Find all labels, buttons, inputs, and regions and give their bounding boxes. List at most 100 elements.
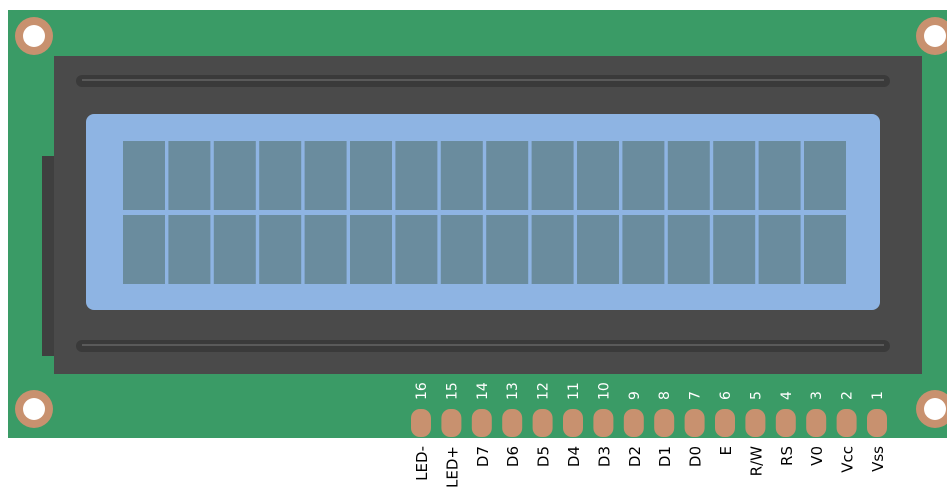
pin-number: 6 <box>718 391 734 400</box>
mounting-hole-top-left <box>15 17 53 55</box>
pin-number: 7 <box>688 391 704 400</box>
pin-label: E <box>717 446 735 455</box>
pin-number: 12 <box>536 382 552 400</box>
pin: 15 LED+ <box>441 382 462 488</box>
pin-label: RS <box>778 446 796 466</box>
pin-pad <box>411 409 431 437</box>
character-cell <box>213 141 256 210</box>
character-cell <box>168 141 211 210</box>
pin-label: D5 <box>535 446 553 467</box>
pin: 2 Vcc <box>836 391 857 473</box>
character-cell <box>259 141 302 210</box>
pin-pad <box>806 409 827 437</box>
character-cell <box>486 215 529 284</box>
pin-number: 13 <box>505 382 521 400</box>
pin: 7 D0 <box>684 391 705 467</box>
pin-pad <box>563 409 583 437</box>
pin: 10 D3 <box>593 382 614 467</box>
character-cell <box>440 141 483 210</box>
pin-number: 2 <box>840 391 856 400</box>
character-cell <box>486 141 529 210</box>
mounting-hole-top-right <box>916 17 947 55</box>
character-cell <box>667 215 710 284</box>
pin-label: D6 <box>504 446 522 467</box>
pin-pad <box>441 409 462 437</box>
pin-number: 9 <box>627 391 643 400</box>
pin: 8 D1 <box>654 391 675 467</box>
pin: 9 D2 <box>623 391 644 467</box>
pin-label: LED+ <box>443 446 461 488</box>
mounting-hole-bottom-right <box>916 390 947 428</box>
pin-label: D0 <box>687 446 705 467</box>
character-cell <box>350 141 392 210</box>
character-cell <box>168 215 211 284</box>
pin-pad <box>593 409 614 437</box>
character-cell <box>713 141 756 210</box>
pin: 6E <box>715 391 735 455</box>
character-cells <box>123 141 846 284</box>
character-cell <box>123 141 165 210</box>
pin-label: D4 <box>565 446 583 467</box>
character-cell <box>758 141 801 210</box>
pin-label: D2 <box>626 446 644 467</box>
character-cell <box>622 141 665 210</box>
pin-number: 4 <box>779 391 795 400</box>
character-cell <box>259 215 302 284</box>
character-cell <box>667 141 710 210</box>
pin: 13 D6 <box>502 382 523 467</box>
character-cell <box>213 215 256 284</box>
pin-pad <box>502 409 523 437</box>
pin: 14 D7 <box>471 382 492 467</box>
character-cell <box>758 215 801 284</box>
pin: 5 R/W <box>745 391 766 476</box>
pin-pad <box>836 409 857 437</box>
pin: 11 D4 <box>563 382 583 467</box>
character-cell <box>350 215 392 284</box>
pin: 4 RS <box>775 391 796 466</box>
character-cell <box>123 215 165 284</box>
pin-number: 10 <box>596 382 612 400</box>
pin-label: D3 <box>595 446 613 467</box>
pin: 16 LED- <box>411 382 431 481</box>
pin: 3 V0 <box>806 391 827 466</box>
pin-number: 8 <box>657 391 673 400</box>
character-cell <box>804 141 846 210</box>
character-cell <box>713 215 756 284</box>
character-cell <box>395 141 438 210</box>
character-cell <box>622 215 665 284</box>
pin-number: 1 <box>870 391 886 400</box>
pin-number: 11 <box>566 382 582 400</box>
pin-pad <box>471 409 492 437</box>
character-cell <box>440 215 483 284</box>
pin: 1 Vss <box>867 391 887 472</box>
pin-pad <box>623 409 644 437</box>
pin-number: 15 <box>444 382 460 400</box>
pin-label: D7 <box>474 446 492 467</box>
pin-pad <box>745 409 766 437</box>
pin: 12 D5 <box>532 382 553 467</box>
pin-label: LED- <box>413 446 431 481</box>
pin-label: Vss <box>869 446 887 472</box>
character-cell <box>395 215 438 284</box>
mounting-hole-bottom-left <box>15 390 53 428</box>
pin-label: D1 <box>656 446 674 467</box>
character-cell <box>304 215 347 284</box>
pin-pad <box>867 409 887 437</box>
pin-header: 16LED-15LED+14D713D612D511D410D39D28D17D… <box>411 382 887 488</box>
pin-pad <box>532 409 553 437</box>
character-cell <box>304 141 347 210</box>
character-cell <box>531 215 574 284</box>
pin-label: R/W <box>747 446 765 476</box>
pin-pad <box>715 409 735 437</box>
character-cell <box>531 141 574 210</box>
character-cell <box>577 141 619 210</box>
pin-label: Vcc <box>839 446 857 473</box>
pin-label: V0 <box>808 446 826 466</box>
character-cell <box>577 215 619 284</box>
pin-pad <box>775 409 796 437</box>
pin-number: 5 <box>748 391 764 400</box>
character-cell <box>804 215 846 284</box>
pin-number: 16 <box>414 382 430 400</box>
pin-number: 14 <box>475 382 491 400</box>
